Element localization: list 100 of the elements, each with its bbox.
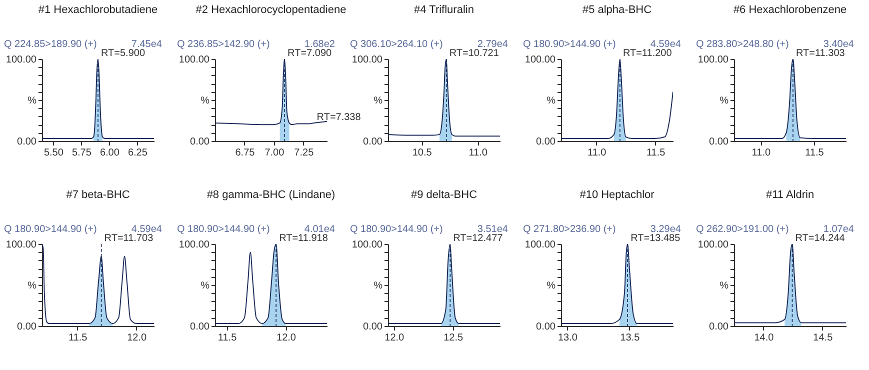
- y-tick-label: 100.00: [698, 240, 729, 250]
- y-tick-label: %: [720, 96, 729, 106]
- x-tick-label: 12.0: [384, 332, 405, 344]
- chart-subtitle: Q 306.10>264.10 (+): [350, 39, 443, 50]
- x-tick-label: 6.25: [128, 148, 148, 158]
- chart-subtitle: Q 283.80>248.80 (+): [696, 39, 789, 50]
- y-tick-label: 100.00: [178, 54, 210, 66]
- x-tick-label: 5.75: [72, 148, 92, 158]
- x-tick-label: 11.5: [805, 148, 824, 158]
- x-tick-label: 7.25: [294, 148, 314, 158]
- x-tick-label: 14.5: [813, 332, 834, 344]
- chart-subtitle: Q 236.85>142.90 (+): [177, 39, 270, 50]
- annotation: RT=11.918: [279, 233, 328, 244]
- chart-subtitle: Q 180.90>144.90 (+): [4, 224, 97, 235]
- y-tick-label: 100.00: [6, 240, 37, 250]
- y-tick-label: 0.00: [709, 136, 729, 148]
- chart-subtitle: Q 262.90>191.00 (+): [696, 224, 789, 235]
- y-tick-label: 100.00: [698, 54, 729, 66]
- chart-title: #11 Aldrin: [766, 189, 814, 201]
- y-tick-label: %: [200, 280, 210, 292]
- line-series: [734, 244, 846, 324]
- annotation: RT=11.200: [622, 48, 672, 59]
- y-tick-label: %: [28, 280, 37, 292]
- x-tick-label: 5.50: [44, 148, 64, 158]
- text: 4.01e4: [304, 224, 336, 235]
- chart-title: #7 beta-BHC: [66, 189, 130, 201]
- chart-title: #1 Hexachlorobutadiene: [38, 4, 158, 16]
- chart-subtitle: Q 180.90>144.90 (+): [523, 39, 616, 50]
- annotation: RT=14.244: [795, 233, 846, 244]
- chart-subtitle: Q 271.80>236.90 (+): [523, 224, 616, 235]
- line-series: [388, 244, 500, 324]
- chart-subtitle: Q 180.90>144.90 (+): [350, 224, 443, 235]
- y-tick-label: 100.00: [524, 240, 556, 250]
- x-tick-label: 12.5: [444, 332, 464, 344]
- text: 3.29e4: [650, 224, 682, 235]
- text: 4.59e4: [131, 224, 162, 235]
- line-series: [734, 59, 846, 140]
- y-tick-label: 0.00: [190, 136, 210, 148]
- annotation: RT=10.721: [449, 48, 500, 59]
- annotation: RT=13.485: [630, 233, 681, 244]
- text: 1.68e2: [304, 39, 336, 50]
- y-tick-label: %: [28, 96, 37, 106]
- annotation: RT=7.090: [288, 48, 332, 59]
- y-tick-label: %: [720, 280, 729, 292]
- x-tick-label: 7.00: [264, 148, 285, 158]
- text: 3.51e4: [477, 224, 508, 235]
- annotation: RT=12.477: [453, 233, 504, 244]
- y-tick-label: 0.00: [709, 322, 729, 332]
- x-tick-label: 11.5: [646, 148, 666, 158]
- y-tick-label: 0.00: [363, 136, 383, 148]
- x-tick-label: 11.0: [588, 148, 607, 158]
- y-tick-label: 100.00: [178, 240, 210, 250]
- text: 4.59e4: [650, 39, 682, 50]
- text: 1.07e4: [823, 224, 854, 235]
- y-tick-label: 0.00: [17, 136, 37, 148]
- annotation: RT=11.303: [796, 48, 846, 59]
- line-series: [561, 244, 673, 324]
- chart-title: #10 Heptachlor: [580, 189, 655, 201]
- chart-title: #9 delta-BHC: [410, 189, 478, 201]
- x-tick-label: 12.0: [127, 332, 147, 344]
- y-tick-label: %: [546, 280, 556, 292]
- chart-title: #2 Hexachlorocyclopentadiene: [196, 4, 346, 16]
- x-tick-label: 11.0: [752, 148, 771, 158]
- x-tick-label: 11.0: [468, 148, 488, 158]
- annotation: RT=5.900: [101, 48, 146, 59]
- x-tick-label: 11.5: [68, 332, 88, 344]
- y-tick-label: 0.00: [190, 322, 210, 332]
- x-tick-label: 13.0: [558, 332, 578, 344]
- line-series: [42, 244, 154, 324]
- text: 7.45e4: [131, 39, 162, 50]
- x-tick-label: 13.5: [620, 332, 640, 344]
- y-tick-label: 0.00: [363, 322, 383, 332]
- y-tick-label: %: [374, 280, 383, 292]
- y-tick-label: %: [374, 96, 383, 106]
- y-tick-label: 0.00: [536, 136, 556, 148]
- annotation: RT=7.338: [316, 112, 362, 123]
- x-tick-label: 6.00: [100, 148, 120, 158]
- y-tick-label: 100.00: [524, 54, 556, 66]
- chart-title: #6 Hexachlorobenzene: [733, 4, 847, 16]
- y-tick-label: 100.00: [6, 54, 37, 66]
- line-series: [388, 59, 500, 137]
- chart-subtitle: Q 180.90>144.90 (+): [177, 224, 270, 235]
- y-tick-label: 0.00: [17, 322, 37, 332]
- text: 3.40e4: [823, 39, 854, 50]
- chart-subtitle: Q 224.85>189.90 (+): [4, 39, 97, 50]
- x-tick-label: 10.5: [412, 148, 432, 158]
- x-tick-label: 11.5: [218, 332, 238, 344]
- y-tick-label: %: [546, 96, 556, 106]
- y-tick-label: 0.00: [536, 322, 556, 332]
- chart-title: #4 Trifluralin: [414, 4, 474, 16]
- chart-title: #8 gamma-BHC (Lindane): [206, 189, 336, 201]
- y-tick-label: %: [200, 96, 210, 106]
- x-tick-label: 6.75: [235, 148, 256, 158]
- line-series: [42, 59, 154, 140]
- line-series: [561, 59, 673, 140]
- y-tick-label: 100.00: [352, 240, 383, 250]
- chart-title: #5 alpha-BHC: [582, 4, 652, 16]
- text: 2.79e4: [477, 39, 508, 50]
- annotation: RT=11.703: [104, 233, 154, 244]
- x-tick-label: 12.0: [276, 332, 296, 344]
